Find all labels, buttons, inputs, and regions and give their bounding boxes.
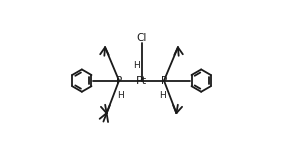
Text: H: H bbox=[133, 61, 140, 70]
Text: Pt: Pt bbox=[136, 76, 147, 86]
Text: P: P bbox=[161, 76, 167, 86]
Text: H: H bbox=[117, 91, 124, 100]
Text: P: P bbox=[116, 76, 122, 86]
Text: Cl: Cl bbox=[136, 33, 147, 42]
Text: H: H bbox=[159, 91, 166, 100]
